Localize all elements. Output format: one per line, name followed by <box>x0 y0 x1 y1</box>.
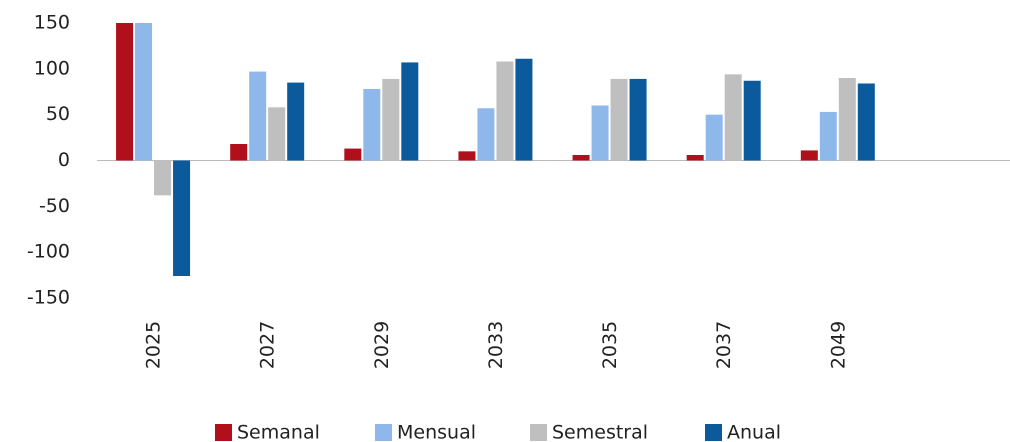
legend-swatch <box>215 424 232 441</box>
bar <box>116 23 134 161</box>
x-tick-label: 2035 <box>599 321 621 369</box>
bar <box>496 61 514 161</box>
legend-label: Anual <box>727 422 781 442</box>
legend-swatch <box>375 424 392 441</box>
legend-label: Semanal <box>237 422 320 442</box>
bar <box>591 105 609 161</box>
bar <box>173 160 191 276</box>
bar <box>135 23 153 161</box>
x-tick-label: 2037 <box>713 321 735 369</box>
bar <box>401 62 419 161</box>
bar <box>458 151 476 161</box>
y-tick-label: 100 <box>34 57 70 79</box>
y-tick-label: -50 <box>39 195 70 217</box>
bar <box>515 58 533 161</box>
x-tick-label: 2049 <box>827 321 849 369</box>
bar <box>705 114 723 161</box>
bar <box>230 144 248 161</box>
bar <box>154 160 172 196</box>
bar <box>857 83 875 161</box>
bar <box>838 78 856 161</box>
bar <box>819 111 837 161</box>
x-tick-label: 2033 <box>485 321 507 369</box>
bar <box>743 80 761 161</box>
y-tick-label: 0 <box>58 149 70 171</box>
y-tick-label: 50 <box>46 103 70 125</box>
bar <box>629 78 647 161</box>
legend-label: Mensual <box>397 422 476 442</box>
bar <box>268 107 286 161</box>
y-tick-label: 150 <box>34 12 70 34</box>
bar <box>287 82 305 161</box>
bar <box>249 71 267 161</box>
bar <box>800 150 818 161</box>
bar <box>477 108 495 161</box>
legend-swatch <box>530 424 547 441</box>
x-tick-label: 2027 <box>257 321 279 369</box>
bar <box>382 78 400 161</box>
legend-label: Semestral <box>552 422 648 442</box>
bar <box>363 89 381 161</box>
legend-swatch <box>705 424 722 441</box>
bar <box>686 155 704 161</box>
x-tick-label: 2029 <box>371 321 393 369</box>
bar <box>572 155 590 161</box>
x-tick-label: 2025 <box>143 321 165 369</box>
bar <box>344 148 362 161</box>
y-tick-label: -100 <box>27 241 70 263</box>
y-tick-label: -150 <box>27 287 70 309</box>
bar <box>724 74 742 161</box>
bar <box>610 78 628 161</box>
